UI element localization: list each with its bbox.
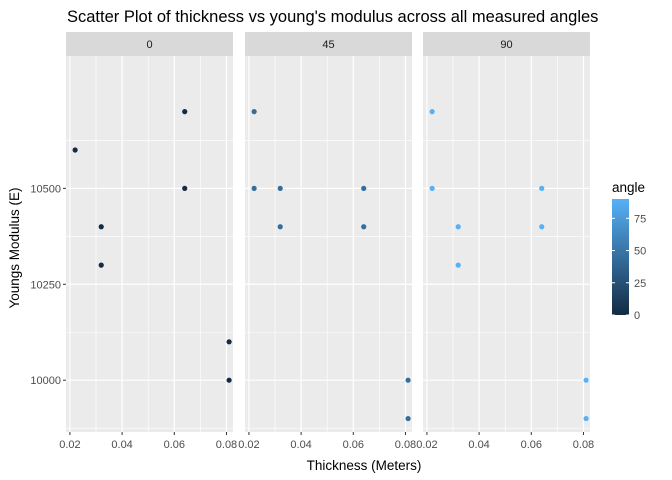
- data-point: [98, 262, 104, 268]
- x-tick-label: 0.08: [573, 439, 594, 451]
- panel-background: [423, 56, 590, 432]
- x-tick-label: 0.06: [521, 439, 542, 451]
- data-point: [182, 185, 188, 191]
- data-point: [226, 339, 232, 345]
- facet-strip-label-0: 0: [146, 39, 152, 51]
- x-tick-label: 0.06: [343, 439, 364, 451]
- facet-strip-45: [245, 32, 412, 56]
- x-tick-label: 0.04: [468, 439, 489, 451]
- legend-tick-label: 75: [634, 213, 646, 225]
- x-tick-label: 0.08: [216, 439, 237, 451]
- data-point: [277, 185, 283, 191]
- x-tick-label: 0.08: [395, 439, 416, 451]
- facet-strip-0: [66, 32, 233, 56]
- panel-background: [245, 56, 412, 432]
- facet-panel-90: 90 0.02 0.04 0.06 0.08: [416, 32, 594, 451]
- facet-strip-90: [423, 32, 590, 56]
- y-axis: 10000 10250 10500: [30, 183, 66, 387]
- legend-tick-label: 25: [634, 278, 646, 290]
- data-point: [455, 224, 461, 230]
- y-tick-label: 10500: [30, 183, 61, 195]
- facet-strip-label-90: 90: [500, 39, 512, 51]
- data-point: [583, 377, 589, 383]
- y-tick-label: 10000: [30, 375, 61, 387]
- data-point: [455, 262, 461, 268]
- x-tick-label: 0.02: [416, 439, 437, 451]
- data-point: [429, 109, 435, 115]
- data-point: [405, 415, 411, 422]
- panel-background: [66, 56, 233, 432]
- data-point: [226, 377, 232, 383]
- data-point: [277, 224, 283, 230]
- facet-panel-45: 45 0.02 0.04 0.06 0.08: [238, 32, 416, 451]
- data-point: [583, 415, 589, 422]
- legend-tick-label: 50: [634, 246, 646, 258]
- data-point: [361, 185, 367, 191]
- x-tick-label: 0.04: [290, 439, 311, 451]
- x-axis-title: Thickness (Meters): [307, 458, 422, 473]
- data-point: [539, 185, 545, 191]
- x-tick-label: 0.02: [59, 439, 80, 451]
- x-tick-label: 0.02: [238, 439, 259, 451]
- color-legend: angle 0 25 50 75: [612, 180, 646, 322]
- legend-tick-label: 0: [634, 310, 640, 322]
- y-axis-title: Youngs Modulus (E): [7, 187, 22, 308]
- data-point: [429, 185, 435, 191]
- facet-panel-0: 0 0.02 0.04 0.06 0.08: [59, 32, 237, 451]
- data-point: [98, 224, 104, 230]
- facet-strip-label-45: 45: [322, 39, 334, 51]
- y-tick-label: 10250: [30, 279, 61, 291]
- data-point: [251, 185, 257, 191]
- data-point: [405, 377, 411, 383]
- x-tick-label: 0.06: [164, 439, 185, 451]
- data-point: [251, 109, 257, 115]
- data-point: [182, 109, 188, 115]
- data-point: [539, 224, 545, 230]
- x-tick-label: 0.04: [111, 439, 132, 451]
- legend-title: angle: [612, 180, 645, 195]
- data-point: [72, 147, 78, 153]
- facet-panels: 0 0.02 0.04 0.06 0.08 45 0.02 0.04 0.06 0.08 90 0.0…: [59, 32, 594, 451]
- data-point: [361, 224, 367, 230]
- legend-ticks: 0 25 50 75: [612, 213, 646, 322]
- legend-colorbar: [612, 199, 629, 315]
- chart-title: Scatter Plot of thickness vs young's mod…: [67, 8, 598, 26]
